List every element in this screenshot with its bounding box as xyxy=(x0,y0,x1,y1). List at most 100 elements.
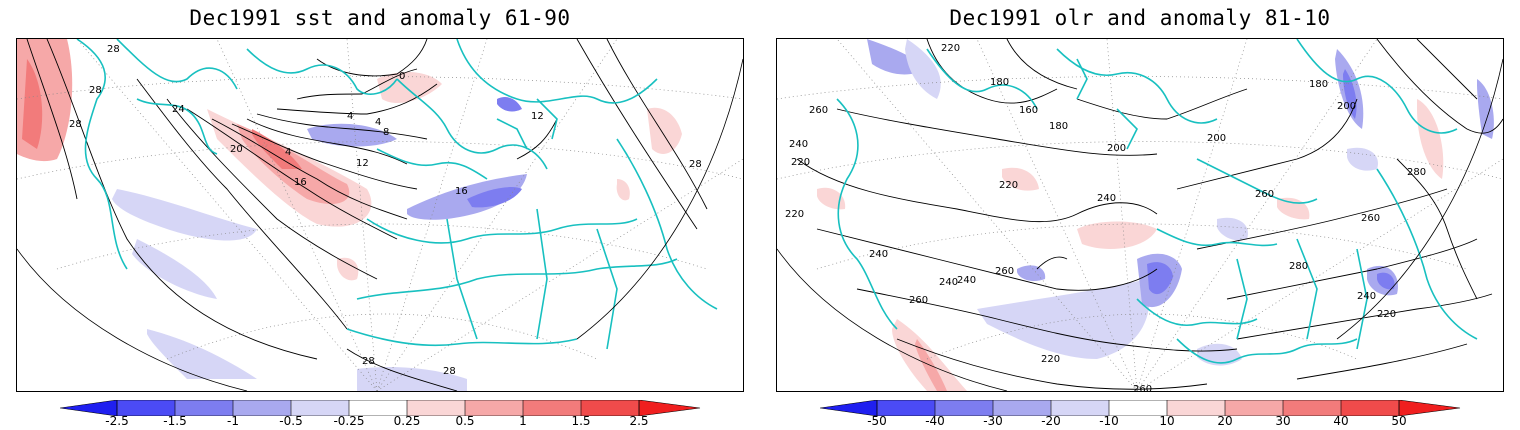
sst-cool-anomaly-band xyxy=(112,189,257,241)
olr-colorbar-label: -40 xyxy=(925,414,945,428)
olr-pos-anomaly-south xyxy=(892,319,967,391)
sst-map-title: Dec1991 sst and anomaly 61-90 xyxy=(189,6,571,30)
olr-neg-anomaly-band xyxy=(977,279,1150,359)
sst-colorbar-seg xyxy=(117,400,175,416)
contour-label: 24 xyxy=(172,104,185,115)
olr-colorbar-label: 10 xyxy=(1159,414,1175,428)
olr-colorbar-label: -20 xyxy=(1041,414,1061,428)
sst-panel: Dec1991 sst and anomaly 61-90 xyxy=(16,6,744,428)
contour-label: 240 xyxy=(1097,193,1116,204)
contour-label: 28 xyxy=(89,85,102,96)
contour-label: 240 xyxy=(869,249,888,260)
contour-label: 12 xyxy=(531,111,544,122)
sst-graticule xyxy=(17,39,743,391)
sst-map-frame: 28 28 28 24 20 16 12 8 4 4 4 0 16 12 28 … xyxy=(16,38,744,392)
sst-cool-anomaly-north xyxy=(307,123,397,147)
contour-label: 12 xyxy=(356,158,369,169)
contour-label: 0 xyxy=(399,71,405,82)
olr-colorbar xyxy=(820,400,1461,416)
olr-colorbar-label: 40 xyxy=(1333,414,1349,428)
sst-map: 28 28 28 24 20 16 12 8 4 4 4 0 16 12 28 … xyxy=(17,39,743,391)
olr-colorbar-seg xyxy=(1051,400,1109,416)
sst-contour-labels: 28 28 28 24 20 16 12 8 4 4 4 0 16 12 28 … xyxy=(69,44,702,377)
sst-colorbar-label: -1 xyxy=(227,414,239,428)
sst-contours xyxy=(26,39,708,391)
olr-map-title: Dec1991 olr and anomaly 81-10 xyxy=(949,6,1331,30)
sst-colorbar-seg xyxy=(60,400,117,416)
sst-colorbar-seg xyxy=(407,400,465,416)
contour-label: 240 xyxy=(939,277,958,288)
contour-label: 220 xyxy=(1041,354,1060,365)
contour-label: 4 xyxy=(285,147,291,158)
sst-colorbar-seg xyxy=(175,400,233,416)
contour-label: 160 xyxy=(1019,105,1038,116)
contour-label: 260 xyxy=(995,266,1014,277)
contour-label: 260 xyxy=(1361,213,1380,224)
olr-colorbar-label: -50 xyxy=(867,414,887,428)
sst-colorbar-seg xyxy=(465,400,523,416)
contour-label: 16 xyxy=(294,177,307,188)
contour-label: 220 xyxy=(999,180,1018,191)
olr-colorbar-seg xyxy=(1399,400,1460,416)
contour-label: 180 xyxy=(1309,79,1328,90)
olr-contours xyxy=(796,39,1503,390)
olr-colorbar-seg xyxy=(820,400,877,416)
sst-colorbar-label: -0.5 xyxy=(279,414,303,428)
contour-label: 180 xyxy=(1049,121,1068,132)
olr-colorbar-seg xyxy=(1283,400,1341,416)
olr-graticule xyxy=(777,39,1503,391)
olr-colorbar-seg xyxy=(935,400,993,416)
contour-label: 4 xyxy=(375,117,381,128)
sst-colorbar-seg xyxy=(581,400,639,416)
contour-label: 220 xyxy=(1377,309,1396,320)
sst-colorbar-seg xyxy=(233,400,291,416)
contour-label: 28 xyxy=(443,366,456,377)
olr-colorbar-label: -30 xyxy=(983,414,1003,428)
sst-colorbar-label: -1.5 xyxy=(163,414,187,428)
contour-label: 240 xyxy=(957,275,976,286)
contour-label: 180 xyxy=(990,77,1009,88)
olr-map: 220 180 160 180 200 260 240 220 220 240 … xyxy=(777,39,1503,391)
sst-colorbar-label: 1 xyxy=(519,414,527,428)
sst-colorbar-label: 1.5 xyxy=(571,414,591,428)
contour-label: 260 xyxy=(809,105,828,116)
olr-coastlines xyxy=(836,39,1478,364)
contour-label: 200 xyxy=(1337,101,1356,112)
contour-label: 200 xyxy=(1107,143,1126,154)
sst-colorbar xyxy=(60,400,701,416)
sst-colorbar-label: 2.5 xyxy=(629,414,649,428)
olr-contour-labels: 220 180 160 180 200 260 240 220 220 240 … xyxy=(785,43,1426,391)
olr-colorbar-seg xyxy=(1167,400,1225,416)
sst-coastlines xyxy=(76,39,718,350)
sst-colorbar-label: -2.5 xyxy=(105,414,129,428)
contour-label: 8 xyxy=(383,127,389,138)
sst-colorbar-seg xyxy=(523,400,581,416)
contour-label: 4 xyxy=(347,111,353,122)
contour-label: 260 xyxy=(1255,189,1274,200)
contour-label: 260 xyxy=(1133,384,1152,391)
olr-colorbar-seg xyxy=(1341,400,1399,416)
contour-label: 220 xyxy=(941,43,960,54)
contour-label: 28 xyxy=(69,119,82,130)
contour-label: 28 xyxy=(362,356,375,367)
olr-colorbar-seg xyxy=(993,400,1051,416)
contour-label: 220 xyxy=(785,209,804,220)
contour-label: 28 xyxy=(689,159,702,170)
olr-map-frame: 220 180 160 180 200 260 240 220 220 240 … xyxy=(776,38,1504,392)
olr-colorbar-seg xyxy=(877,400,935,416)
contour-label: 280 xyxy=(1407,167,1426,178)
sst-colorbar-seg xyxy=(349,400,407,416)
olr-colorbar-label: 50 xyxy=(1391,414,1407,428)
olr-colorbar-seg xyxy=(1109,400,1167,416)
sst-colorbar-label: 0.5 xyxy=(455,414,475,428)
olr-panel: Dec1991 olr and anomaly 81-10 xyxy=(760,0,1520,430)
sst-colorbar-label: 0.25 xyxy=(393,414,421,428)
contour-label: 260 xyxy=(909,295,928,306)
contour-label: 200 xyxy=(1207,133,1226,144)
contour-label: 280 xyxy=(1289,261,1308,272)
olr-colorbar-seg xyxy=(1225,400,1283,416)
olr-pos-anomaly-atlantic xyxy=(1077,221,1157,249)
olr-colorbar-label: 30 xyxy=(1275,414,1291,428)
sst-colorbar-seg xyxy=(291,400,349,416)
contour-label: 240 xyxy=(1357,291,1376,302)
